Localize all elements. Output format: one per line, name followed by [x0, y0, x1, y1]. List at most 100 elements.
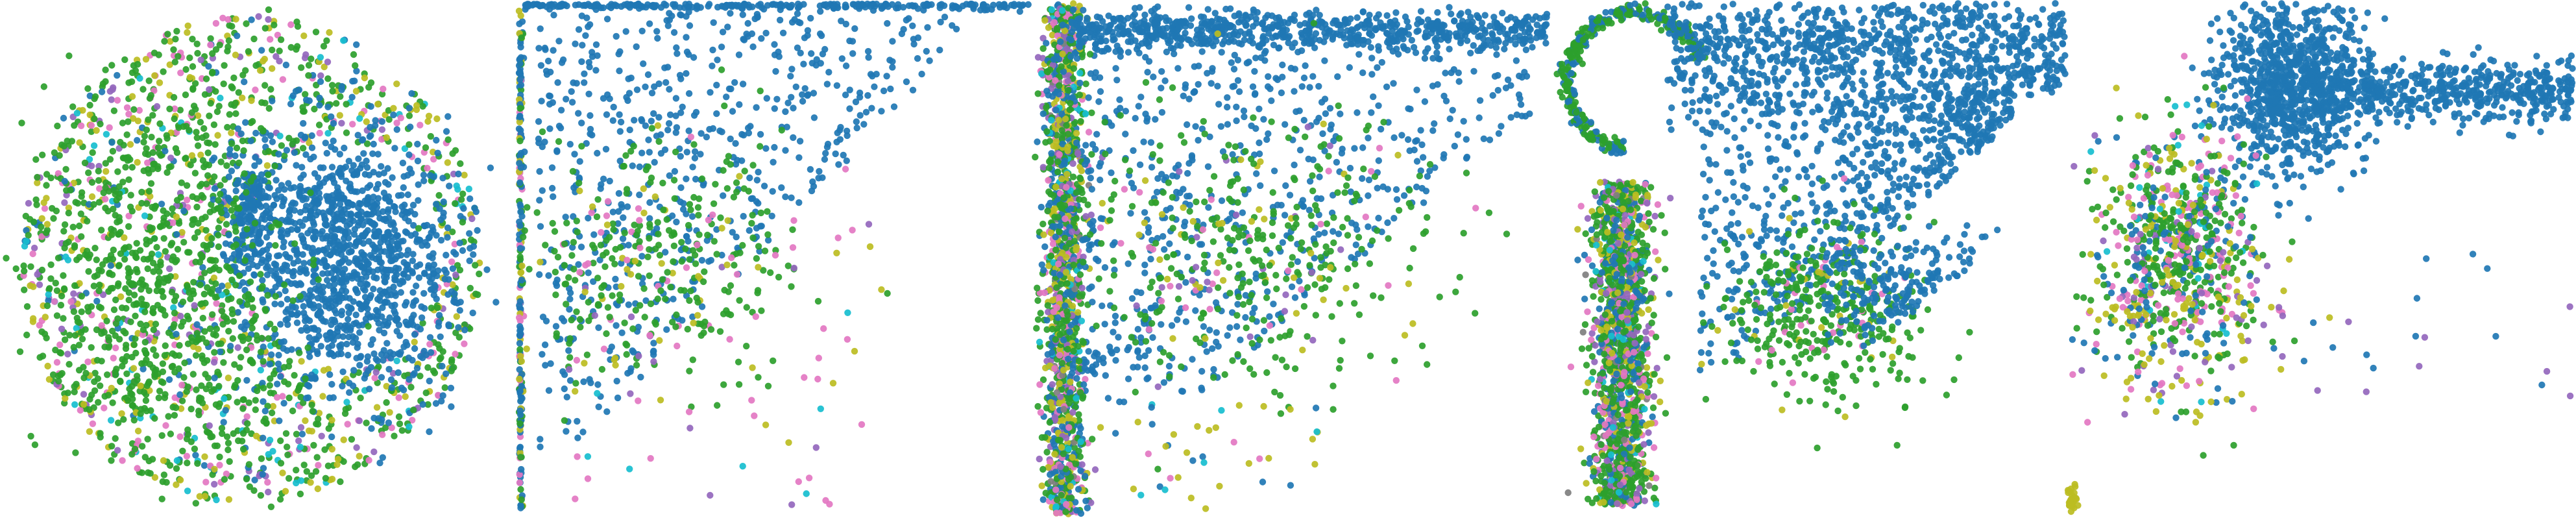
- scatter-point-green: [686, 256, 693, 263]
- scatter-point-blue: [210, 154, 218, 162]
- scatter-point-blue: [382, 194, 389, 201]
- scatter-point-green: [188, 109, 195, 116]
- scatter-point-green: [718, 66, 725, 73]
- scatter-point-green: [164, 135, 171, 142]
- scatter-point-green: [156, 120, 164, 127]
- scatter-point-green: [212, 293, 219, 301]
- scatter-point-green: [55, 254, 62, 262]
- scatter-point-pink: [636, 217, 643, 224]
- scatter-point-blue: [298, 327, 305, 334]
- scatter-point-cyan: [154, 251, 162, 258]
- scatter-point-green: [152, 352, 160, 359]
- scatter-point-green: [38, 266, 46, 274]
- scatter-point-blue: [754, 14, 761, 21]
- scatter-point-green: [672, 148, 679, 156]
- scatter-point-pink: [102, 195, 109, 203]
- scatter-point-blue: [222, 406, 229, 414]
- scatter-point-blue: [387, 233, 395, 240]
- scatter-point-green: [66, 332, 73, 339]
- scatter-point-green: [52, 279, 60, 287]
- scatter-point-purple: [687, 425, 694, 432]
- scatter-point-pink: [452, 351, 459, 358]
- scatter-point-blue: [282, 287, 289, 295]
- scatter-point-blue: [914, 55, 921, 62]
- scatter-point-blue: [313, 196, 321, 203]
- scatter-point-blue: [421, 269, 428, 277]
- scatter-point-green: [646, 234, 653, 242]
- scatter-point-blue: [437, 333, 444, 340]
- scatter-point-green: [183, 182, 191, 189]
- scatter-point-blue: [908, 2, 916, 9]
- scatter-point-blue: [367, 132, 374, 139]
- scatter-point-green: [108, 457, 115, 464]
- scatter-point-blue: [328, 143, 335, 151]
- scatter-point-green: [610, 226, 617, 233]
- scatter-point-blue: [616, 157, 624, 165]
- scatter-point-green: [576, 315, 584, 323]
- scatter-point-blue: [577, 243, 585, 251]
- scatter-point-blue: [650, 110, 657, 117]
- scatter-point-blue: [258, 188, 266, 195]
- scatter-point-blue: [622, 28, 629, 35]
- scatter-point-green: [43, 229, 50, 236]
- scatter-point-green: [169, 362, 176, 370]
- scatter-point-blue: [254, 191, 261, 198]
- scatter-point-green: [320, 43, 328, 50]
- scatter-point-cyan: [803, 490, 810, 497]
- scatter-point-blue: [626, 90, 633, 97]
- scatter-point-blue: [330, 179, 338, 186]
- scatter-point-olive: [156, 79, 164, 86]
- scatter-point-blue: [339, 195, 347, 202]
- scatter-point-blue: [430, 270, 438, 277]
- scatter-point-green: [517, 454, 524, 461]
- scatter-point-blue: [297, 281, 305, 288]
- scatter-point-blue: [638, 27, 646, 34]
- scatter-point-pink: [430, 156, 437, 163]
- scatter-point-blue: [402, 302, 409, 309]
- scatter-point-blue: [466, 230, 473, 237]
- scatter-point-cyan: [297, 477, 305, 484]
- scatter-point-cyan: [73, 325, 80, 332]
- scatter-point-blue: [291, 207, 298, 214]
- scatter-point-green: [282, 430, 290, 437]
- scatter-point-green: [208, 235, 215, 242]
- scatter-point-green: [267, 503, 275, 510]
- scatter-point-green: [249, 317, 257, 325]
- scatter-point-purple: [812, 444, 820, 451]
- scatter-point-blue: [380, 216, 387, 223]
- scatter-point-blue: [727, 135, 734, 143]
- scatter-point-blue: [300, 302, 307, 310]
- scatter-point-blue: [258, 215, 265, 222]
- scatter-point-green: [597, 241, 605, 249]
- scatter-point-pink: [51, 298, 58, 305]
- scatter-point-blue: [274, 380, 281, 388]
- scatter-point-green: [53, 287, 61, 294]
- scatter-point-green: [173, 149, 181, 156]
- scatter-point-green: [354, 461, 361, 468]
- scatter-point-green: [217, 209, 225, 216]
- scatter-point-green: [308, 55, 315, 62]
- scatter-point-blue: [433, 295, 440, 302]
- scatter-point-blue: [308, 144, 316, 151]
- scatter-point-green: [165, 413, 172, 420]
- scatter-point-green: [516, 256, 524, 263]
- scatter-point-green: [119, 356, 126, 363]
- scatter-point-pink: [790, 217, 797, 224]
- scatter-point-blue: [242, 213, 249, 220]
- scatter-point-pink: [252, 86, 259, 93]
- scatter-point-olive: [232, 16, 239, 23]
- scatter-point-olive: [319, 393, 326, 400]
- scatter-point-green: [199, 352, 206, 360]
- scatter-point-blue: [672, 95, 680, 102]
- scatter-point-green: [225, 328, 232, 335]
- scatter-point-green: [312, 468, 320, 475]
- scatter-point-blue: [260, 247, 267, 254]
- scatter-point-blue: [535, 135, 542, 143]
- scatter-point-blue: [738, 157, 746, 164]
- scatter-point-blue: [516, 76, 524, 83]
- scatter-point-blue: [250, 271, 258, 278]
- scatter-point-green: [34, 173, 41, 181]
- scatter-point-green: [228, 23, 236, 30]
- scatter-point-olive: [386, 409, 393, 416]
- scatter-point-green: [577, 323, 584, 331]
